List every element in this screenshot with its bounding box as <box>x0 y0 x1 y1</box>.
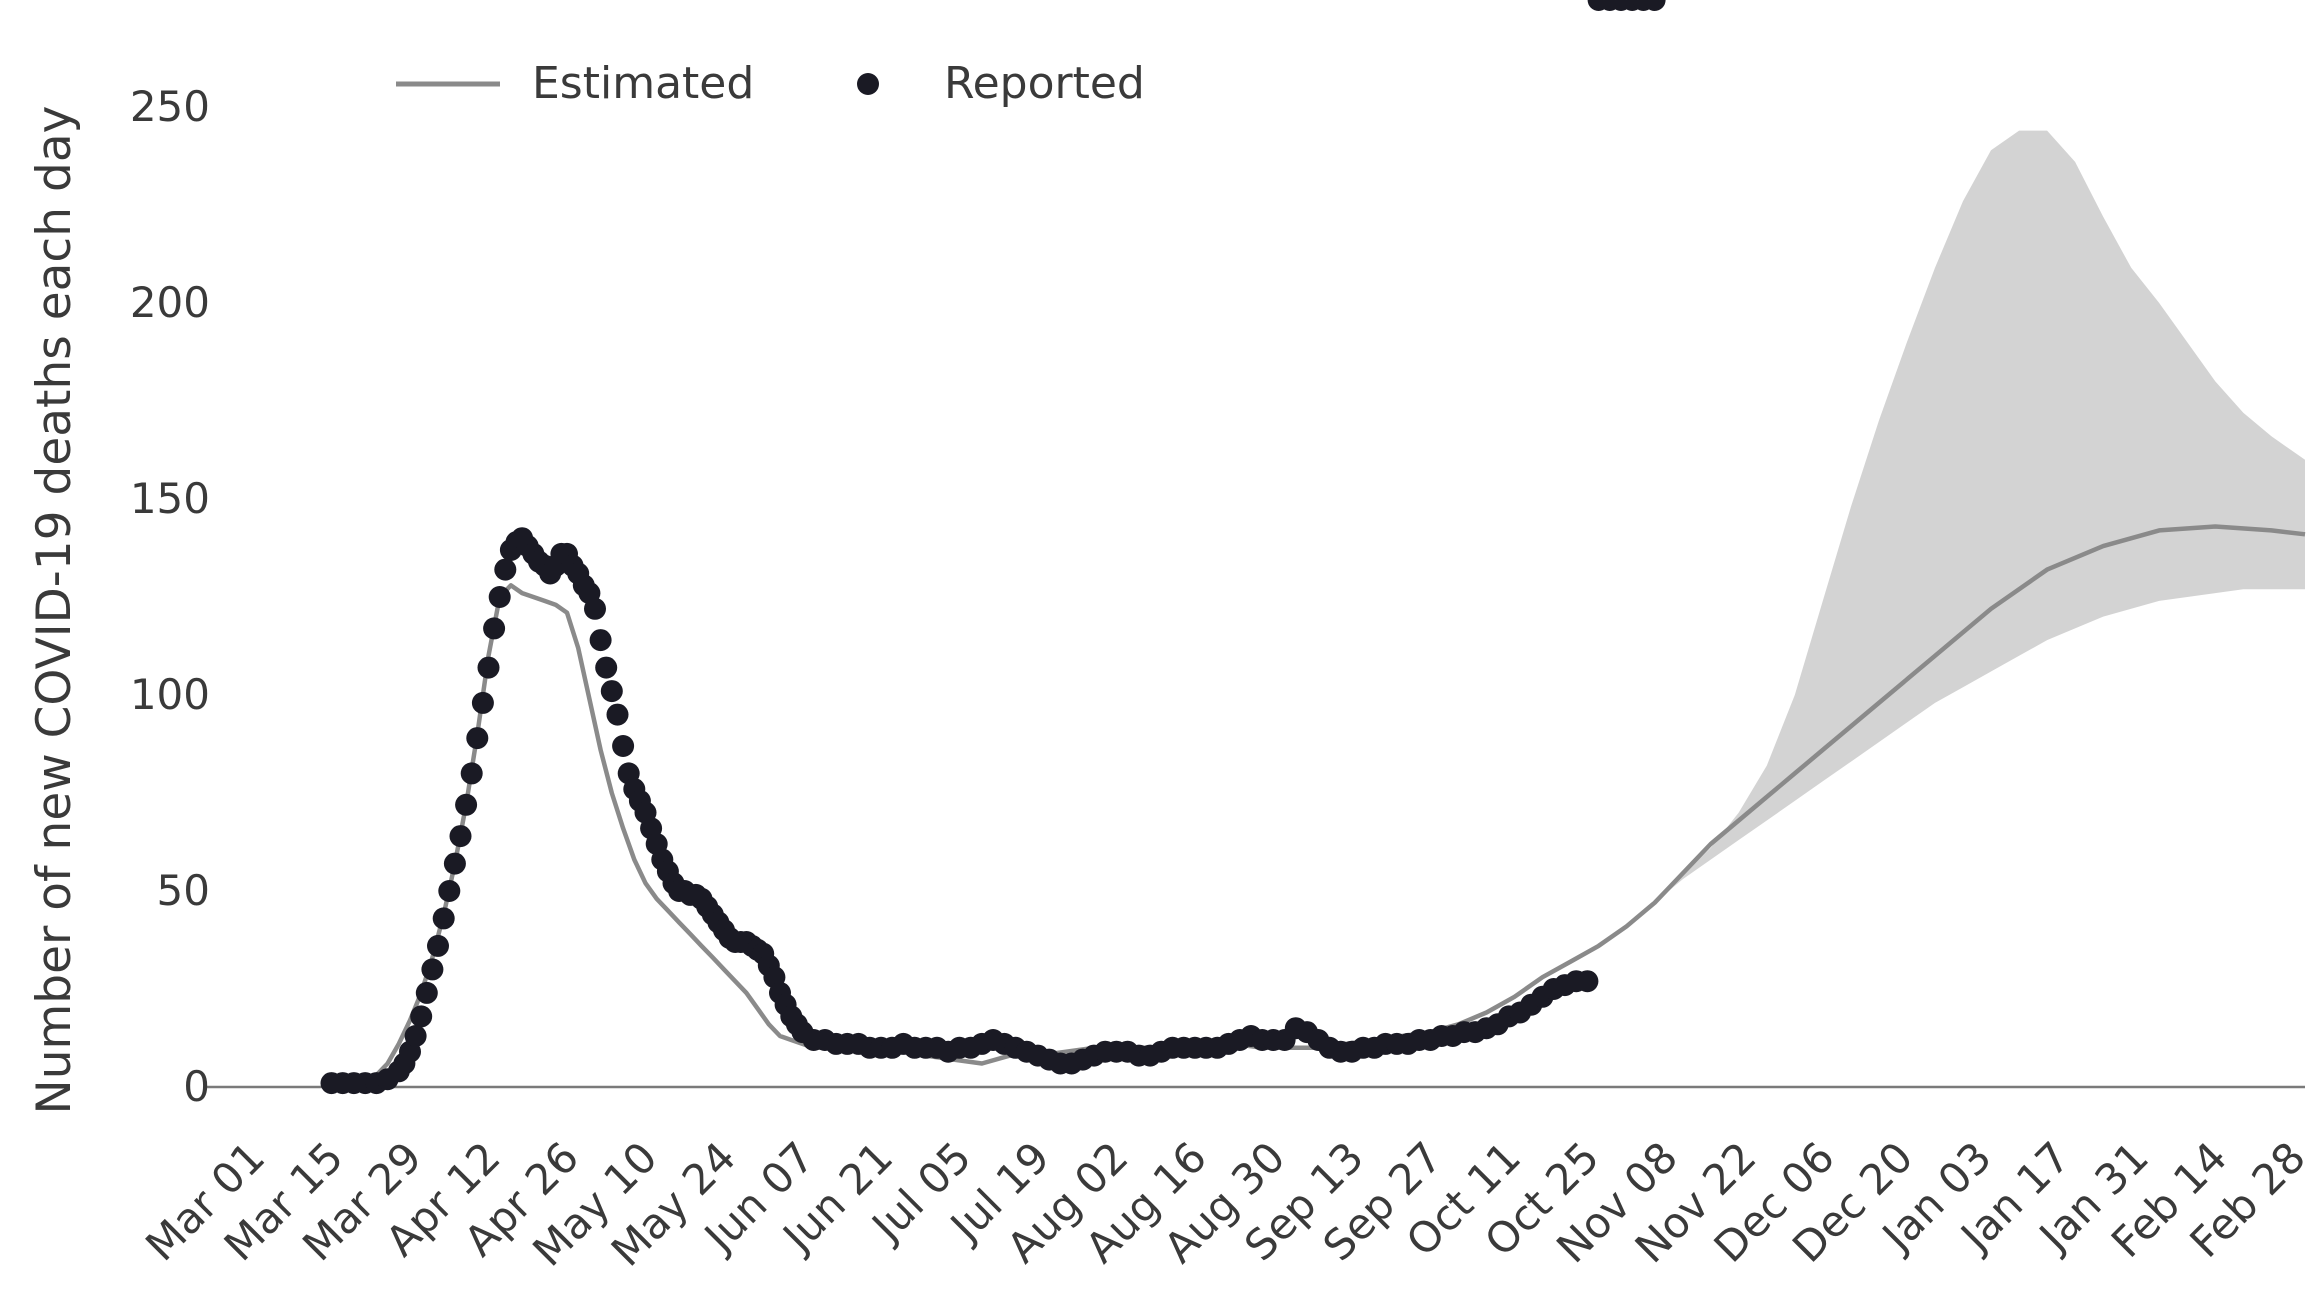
uncertainty-band-layer <box>1626 130 2305 927</box>
reported-point <box>483 617 506 640</box>
reported-point <box>410 1005 433 1028</box>
legend-reported-marker <box>857 73 879 95</box>
reported-point <box>1576 970 1599 993</box>
legend-reported-label: Reported <box>944 58 1145 109</box>
y-tick-labels: 0 50 100 150 200 250 <box>130 82 210 1111</box>
y-tick-label: 150 <box>130 474 210 523</box>
legend: Estimated Reported <box>396 58 1145 109</box>
reported-point <box>404 1025 427 1047</box>
reported-point <box>449 825 472 848</box>
y-tick-label: 200 <box>130 278 210 327</box>
reported-series-layer <box>320 0 1666 1095</box>
reported-point <box>466 727 489 750</box>
reported-point <box>584 597 606 620</box>
reported-point <box>432 907 455 930</box>
y-tick-label: 0 <box>183 1062 210 1111</box>
y-tick-label: 100 <box>130 670 210 719</box>
reported-point <box>488 586 511 608</box>
reported-point <box>443 852 466 875</box>
reported-point <box>595 656 618 679</box>
reported-point <box>1643 0 1666 11</box>
reported-point <box>477 656 500 679</box>
reported-point <box>494 558 517 581</box>
y-axis-title: Number of new COVID-19 deaths each day <box>27 106 82 1115</box>
reported-point <box>600 680 623 703</box>
reported-point <box>427 934 449 957</box>
y-tick-label: 250 <box>130 82 210 131</box>
legend-estimated-label: Estimated <box>532 58 754 109</box>
reported-point <box>438 880 461 902</box>
reported-point <box>589 629 612 652</box>
uncertainty-band <box>1626 130 2305 927</box>
reported-point <box>606 703 629 726</box>
y-tick-label: 50 <box>157 866 210 915</box>
reported-point <box>421 958 444 981</box>
reported-point <box>471 691 494 714</box>
reported-point <box>460 762 483 785</box>
reported-point <box>455 793 478 816</box>
reported-point <box>415 981 438 1004</box>
reported-point <box>612 735 635 757</box>
